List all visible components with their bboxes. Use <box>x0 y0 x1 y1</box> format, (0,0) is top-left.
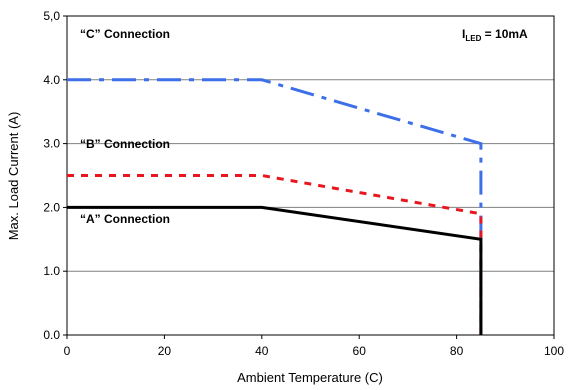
x-axis-title: Ambient Temperature (C) <box>237 370 383 385</box>
series-b-line <box>67 174 483 335</box>
x-tick-label: 100 <box>544 344 564 358</box>
y-tick-label: 2.0 <box>43 200 60 214</box>
y-tick-label: 1.0 <box>43 264 60 278</box>
led-current-annotation: ILED = 10mA <box>462 27 528 43</box>
series-label-c: “C” Connection <box>80 27 170 41</box>
series-label-a: “A” Connection <box>80 212 170 226</box>
x-tick-label: 20 <box>158 344 172 358</box>
led-annotation-main: I <box>462 27 465 41</box>
y-tick-label: 3.0 <box>43 137 60 151</box>
x-tick-label: 60 <box>353 344 367 358</box>
series-label-b: “B” Connection <box>80 137 170 151</box>
y-tick-label: 0.0 <box>43 328 60 342</box>
x-tick-label: 40 <box>255 344 269 358</box>
y-axis-title: Max. Load Current (A) <box>6 112 21 241</box>
led-annotation-rest: = 10mA <box>481 27 528 41</box>
led-annotation-sub: LED <box>465 34 481 43</box>
series-a-line <box>67 205 483 335</box>
series-group <box>67 78 483 335</box>
x-tick-label: 80 <box>450 344 464 358</box>
ticks: 0.0 1.0 2.0 3.0 4.0 5,0 0 20 40 60 80 100 <box>43 9 564 358</box>
y-tick-label: 5,0 <box>43 9 60 23</box>
x-tick-label: 0 <box>64 344 71 358</box>
y-tick-label: 4.0 <box>43 73 60 87</box>
